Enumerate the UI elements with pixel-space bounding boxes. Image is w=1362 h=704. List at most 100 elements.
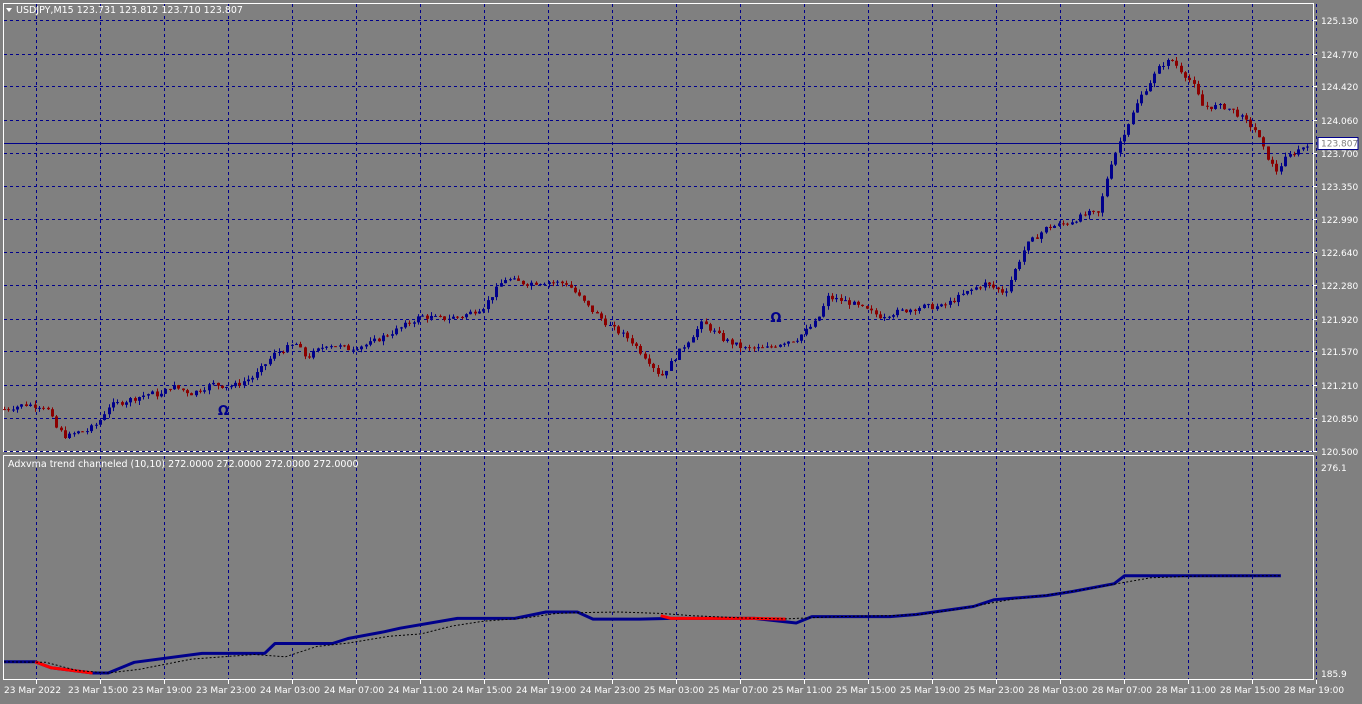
candle-body xyxy=(134,398,137,401)
time-tick-label: 25 Mar 15:00 xyxy=(836,686,896,696)
candle-body xyxy=(256,372,259,378)
candle-body xyxy=(38,407,41,409)
candle-body xyxy=(1171,59,1174,61)
candle-body xyxy=(657,368,660,374)
candle-body xyxy=(456,316,459,318)
candle-body xyxy=(1162,65,1165,67)
candle-body xyxy=(944,304,947,306)
candle-body xyxy=(308,356,311,358)
candle-body xyxy=(500,283,503,287)
candle-body xyxy=(879,314,882,319)
candle-body xyxy=(68,433,71,439)
candle-body xyxy=(400,327,403,329)
price-tick-label: 121.210 xyxy=(1321,382,1358,392)
triangle-down-icon[interactable] xyxy=(6,8,12,12)
candle-body xyxy=(325,346,328,348)
candle-body xyxy=(870,308,873,311)
candle-body xyxy=(792,341,795,343)
candle-body xyxy=(173,385,176,390)
candle-body xyxy=(273,352,276,359)
candle-body xyxy=(29,404,32,407)
time-axis: 23 Mar 2022 23 Mar 15:00 23 Mar 19:00 23 Ma… xyxy=(4,680,1344,696)
candle-body xyxy=(861,304,864,307)
candle-body xyxy=(1201,94,1204,106)
candle-body xyxy=(596,311,599,314)
candle-body xyxy=(1132,112,1135,125)
candle-body xyxy=(857,301,860,305)
candle-body xyxy=(278,351,281,353)
candle-body xyxy=(116,402,119,404)
candle-body xyxy=(90,425,93,432)
price-tick-label: 124.060 xyxy=(1321,117,1358,127)
candle-body xyxy=(151,391,154,395)
candle-body xyxy=(443,316,446,320)
candle-body xyxy=(426,315,429,319)
candle-body xyxy=(378,338,381,342)
candle-body xyxy=(1210,106,1213,109)
candle-body xyxy=(465,314,468,318)
candle-body xyxy=(1262,137,1265,147)
candle-body xyxy=(356,349,359,351)
candle-body xyxy=(949,300,952,305)
candle-body xyxy=(347,345,350,351)
candle-body xyxy=(439,315,442,317)
candle-body xyxy=(1036,237,1039,239)
candle-body xyxy=(343,345,346,347)
candle-body xyxy=(705,321,708,325)
candle-body xyxy=(687,342,690,348)
candle-body xyxy=(386,335,389,337)
candle-body xyxy=(648,358,651,364)
candle-body xyxy=(474,311,477,314)
time-tick-label: 28 Mar 03:00 xyxy=(1028,686,1088,696)
time-tick-label: 25 Mar 23:00 xyxy=(964,686,1024,696)
candle-body xyxy=(1280,166,1283,172)
indicator-tick-label: 276.1 xyxy=(1321,464,1347,474)
price-tick-label: 124.420 xyxy=(1321,83,1358,93)
candle-body xyxy=(761,347,764,349)
candle-body xyxy=(212,382,215,385)
price-tick-label: 120.500 xyxy=(1321,448,1358,458)
candle-body xyxy=(1297,149,1300,155)
candle-body xyxy=(1228,108,1231,110)
candle-body xyxy=(565,283,568,285)
candle-body xyxy=(509,279,512,281)
current-price-label: 123.807 xyxy=(1321,140,1358,150)
candle-body xyxy=(957,294,960,303)
candle-body xyxy=(570,284,573,288)
candle-body xyxy=(1267,146,1270,160)
symbol-menu-button[interactable] xyxy=(6,8,12,12)
candle-body xyxy=(295,343,298,345)
candle-body xyxy=(543,283,546,285)
candle-body xyxy=(1175,60,1178,66)
time-tick-label: 24 Mar 11:00 xyxy=(388,686,448,696)
price-tick-label: 121.920 xyxy=(1321,316,1358,326)
candle-body xyxy=(700,321,703,330)
price-tick-label: 125.130 xyxy=(1321,17,1358,27)
candle-body xyxy=(147,394,150,396)
candle-body xyxy=(1184,72,1187,78)
candle-body xyxy=(587,300,590,306)
price-tick-label: 122.990 xyxy=(1321,216,1358,226)
candle-body xyxy=(905,309,908,313)
candle-body xyxy=(1040,232,1043,239)
candle-body xyxy=(561,281,564,284)
candle-body xyxy=(360,346,363,350)
candle-body xyxy=(34,404,37,408)
time-tick-label: 23 Mar 15:00 xyxy=(68,686,128,696)
candle-body xyxy=(1062,223,1065,225)
candle-body xyxy=(783,343,786,345)
candle-body xyxy=(1249,119,1252,128)
candle-body xyxy=(461,316,464,318)
candle-body xyxy=(1101,196,1104,213)
candle-body xyxy=(108,407,111,415)
candle-body xyxy=(631,338,634,344)
candle-body xyxy=(875,310,878,315)
candle-body xyxy=(526,284,529,286)
time-tick-label: 28 Mar 07:00 xyxy=(1092,686,1152,696)
candle-body xyxy=(1236,109,1239,117)
candle-body xyxy=(535,282,538,285)
candle-body xyxy=(177,385,180,389)
candle-body xyxy=(1302,147,1305,150)
